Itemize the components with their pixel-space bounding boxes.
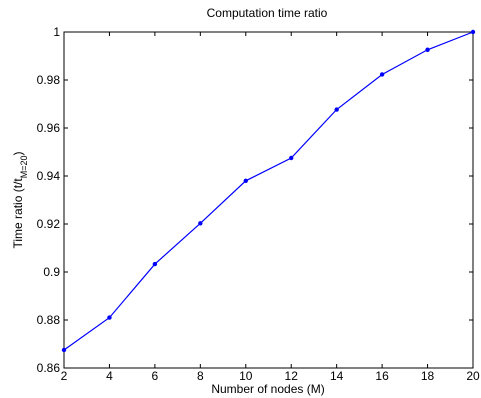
x-axis-ticks: 2 4 6 8 10 12 14 16 18 20 <box>61 32 480 383</box>
y-tick-label: 0.9 <box>43 265 60 279</box>
data-point <box>61 347 67 353</box>
y-axis-label-subscript: M=20 <box>19 156 29 179</box>
y-axis-label: Time ratio (t/tM=20) <box>11 152 29 249</box>
x-tick-label: 2 <box>61 369 68 383</box>
x-tick-label: 12 <box>285 369 299 383</box>
y-tick-label: 0.92 <box>37 217 61 231</box>
y-tick-label: 0.86 <box>37 361 61 375</box>
data-point <box>198 221 203 226</box>
y-axis-ticks: 0.86 0.88 0.9 0.92 0.94 0.96 0.98 1 <box>37 25 473 375</box>
data-point <box>289 155 294 161</box>
data-point <box>243 178 248 183</box>
x-tick-label: 8 <box>197 369 204 383</box>
x-axis-label: Number of nodes (M) <box>211 382 324 396</box>
chart-title: Computation time ratio <box>207 6 328 20</box>
series-markers <box>61 29 476 353</box>
x-tick-label: 4 <box>106 369 113 383</box>
data-point <box>152 261 158 267</box>
y-tick-label: 0.98 <box>37 73 61 87</box>
data-point <box>107 315 112 320</box>
series-line <box>63 31 474 351</box>
y-tick-label: 1 <box>53 25 60 39</box>
y-axis-label-prefix: Time ratio (t/t <box>11 178 25 249</box>
data-point <box>470 29 476 35</box>
y-tick-label: 0.88 <box>37 313 61 327</box>
data-point <box>334 107 339 112</box>
x-tick-label: 16 <box>375 369 389 383</box>
x-tick-label: 6 <box>152 369 159 383</box>
plot-area <box>63 31 474 369</box>
x-tick-label: 18 <box>421 369 435 383</box>
y-axis-label-suffix: ) <box>11 152 25 156</box>
x-tick-label: 14 <box>330 369 344 383</box>
y-tick-label: 0.96 <box>37 121 61 135</box>
data-point <box>379 72 385 77</box>
data-point <box>425 47 430 52</box>
y-tick-label: 0.94 <box>37 169 61 183</box>
x-tick-label: 10 <box>239 369 253 383</box>
x-tick-label: 20 <box>466 369 480 383</box>
